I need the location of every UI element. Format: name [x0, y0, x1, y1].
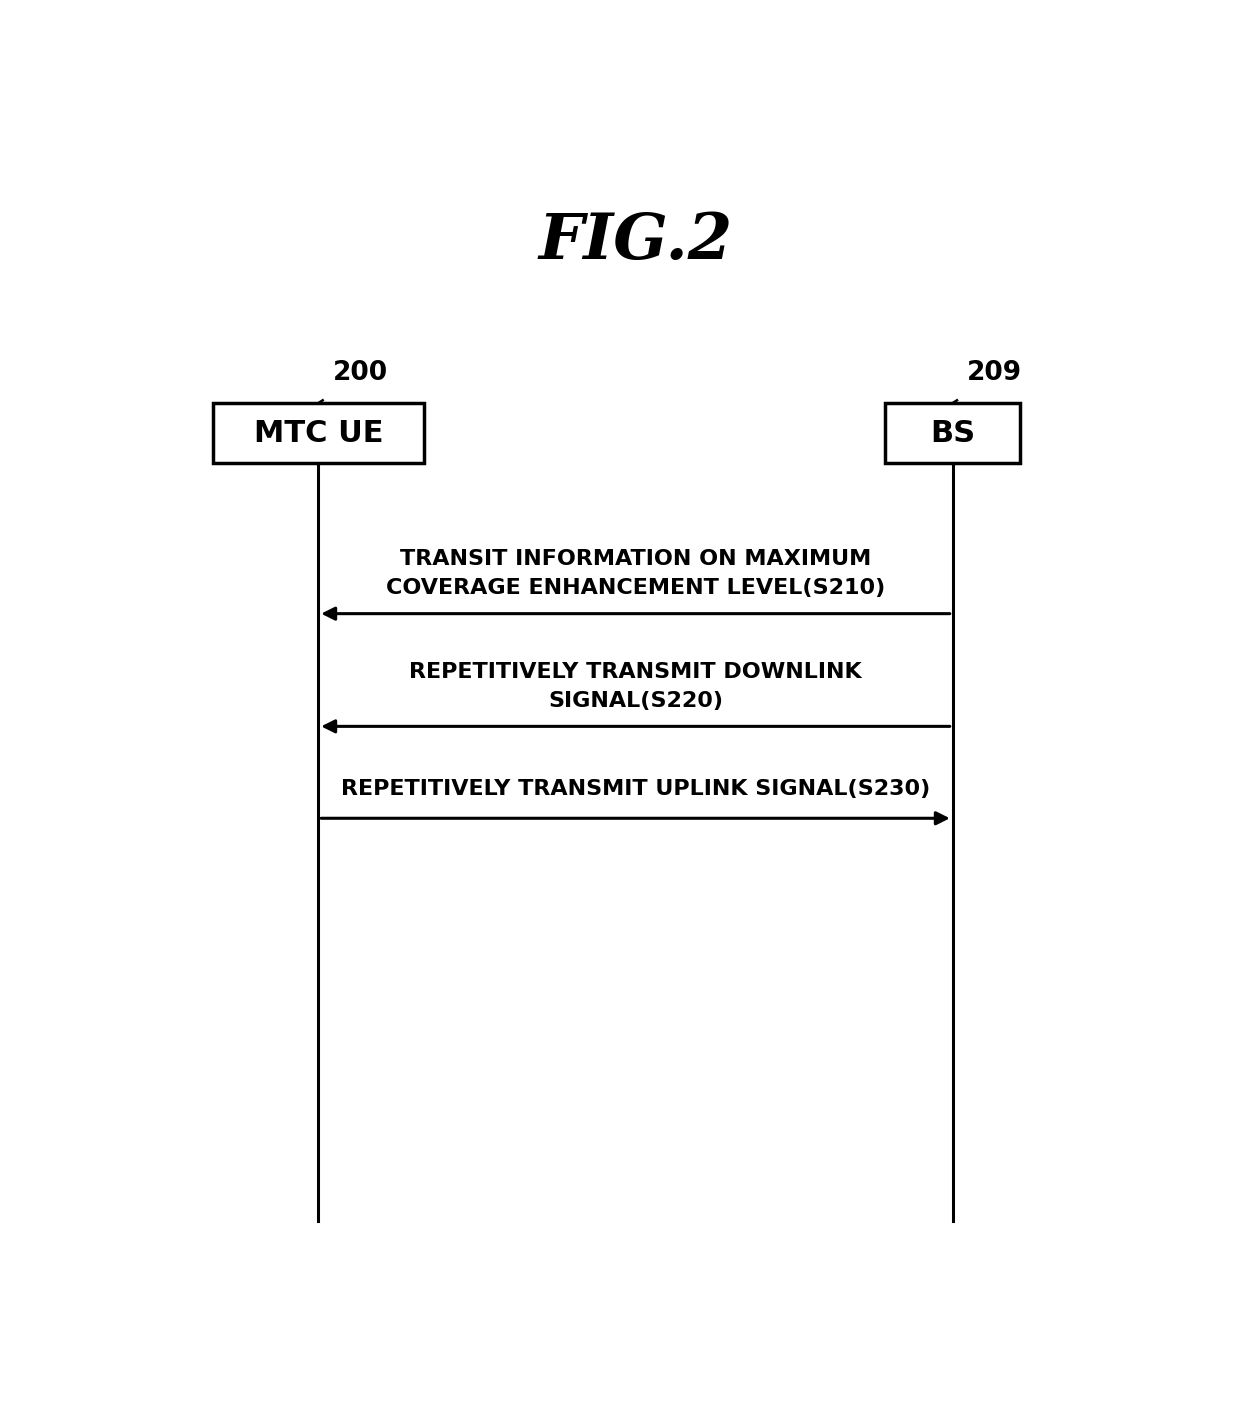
Text: BS: BS: [930, 419, 975, 448]
Text: 209: 209: [967, 360, 1022, 387]
Text: TRANSIT INFORMATION ON MAXIMUM: TRANSIT INFORMATION ON MAXIMUM: [399, 549, 872, 568]
Text: SIGNAL(S220): SIGNAL(S220): [548, 691, 723, 710]
Text: 200: 200: [332, 360, 388, 387]
Text: MTC UE: MTC UE: [254, 419, 383, 448]
Text: COVERAGE ENHANCEMENT LEVEL(S210): COVERAGE ENHANCEMENT LEVEL(S210): [386, 578, 885, 598]
Bar: [213, 404, 424, 463]
Text: REPETITIVELY TRANSMIT DOWNLINK: REPETITIVELY TRANSMIT DOWNLINK: [409, 662, 862, 682]
Text: FIG.2: FIG.2: [538, 210, 733, 273]
Bar: [885, 404, 1021, 463]
Text: REPETITIVELY TRANSMIT UPLINK SIGNAL(S230): REPETITIVELY TRANSMIT UPLINK SIGNAL(S230…: [341, 779, 930, 799]
